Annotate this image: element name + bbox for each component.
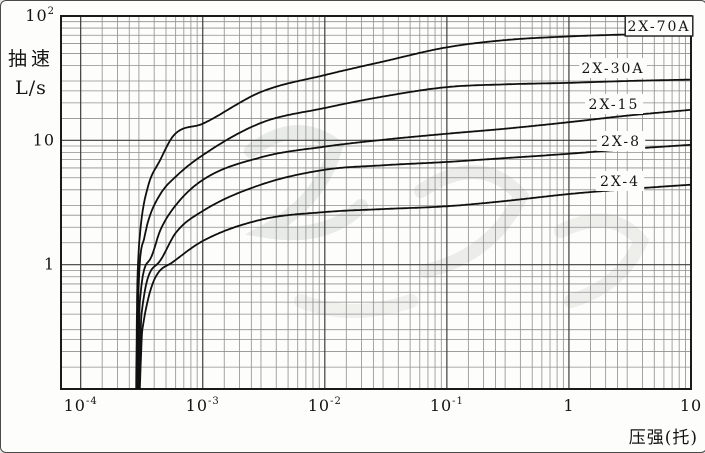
curve-label-2X-30A: 2X-30A xyxy=(581,61,644,77)
svg-text:10: 10 xyxy=(33,130,55,149)
svg-text:10-1: 10-1 xyxy=(430,396,464,415)
svg-text:10-4: 10-4 xyxy=(64,396,98,415)
curve-label-2X-70A: 2X-70A xyxy=(627,19,690,35)
y-axis-unit: L/s xyxy=(15,76,47,99)
svg-text:10: 10 xyxy=(680,396,702,415)
curve-label-box-2X-15 xyxy=(585,94,643,114)
curve-labels: 2X-70A 2X-30A 2X-15 2X-8 2X-4 xyxy=(579,15,694,191)
curve-label-2X-4: 2X-4 xyxy=(600,174,640,190)
svg-text:1: 1 xyxy=(44,255,55,274)
y-axis-title: 抽速 L/s xyxy=(5,45,57,102)
curve-2X-4 xyxy=(138,183,692,390)
curve-2X-70A xyxy=(135,32,691,390)
curve-label-2X-8: 2X-8 xyxy=(601,134,641,150)
x-axis-title: 压强(托) xyxy=(628,428,698,448)
plot-frame xyxy=(60,15,692,390)
svg-text:102: 102 xyxy=(25,6,55,25)
curve-label-box-2X-70A xyxy=(624,15,694,37)
curve-label-box-2X-30A xyxy=(579,58,647,78)
x-tick-labels: 10-4 10-3 10-2 10-1 1 10 xyxy=(64,396,702,415)
curve-label-2X-15: 2X-15 xyxy=(589,97,640,113)
svg-text:10-2: 10-2 xyxy=(308,396,342,415)
curve-2X-30A xyxy=(136,78,691,390)
svg-text:10-3: 10-3 xyxy=(186,396,220,415)
curve-2X-8 xyxy=(138,143,692,390)
y-tick-labels: 102 10 1 xyxy=(25,6,55,274)
y-axis-title-text: 抽速 xyxy=(7,48,54,70)
svg-text:1: 1 xyxy=(563,396,574,415)
curve-2X-15 xyxy=(137,108,692,390)
curve-label-box-2X-4 xyxy=(595,171,645,191)
curve-label-box-2X-8 xyxy=(596,131,646,151)
